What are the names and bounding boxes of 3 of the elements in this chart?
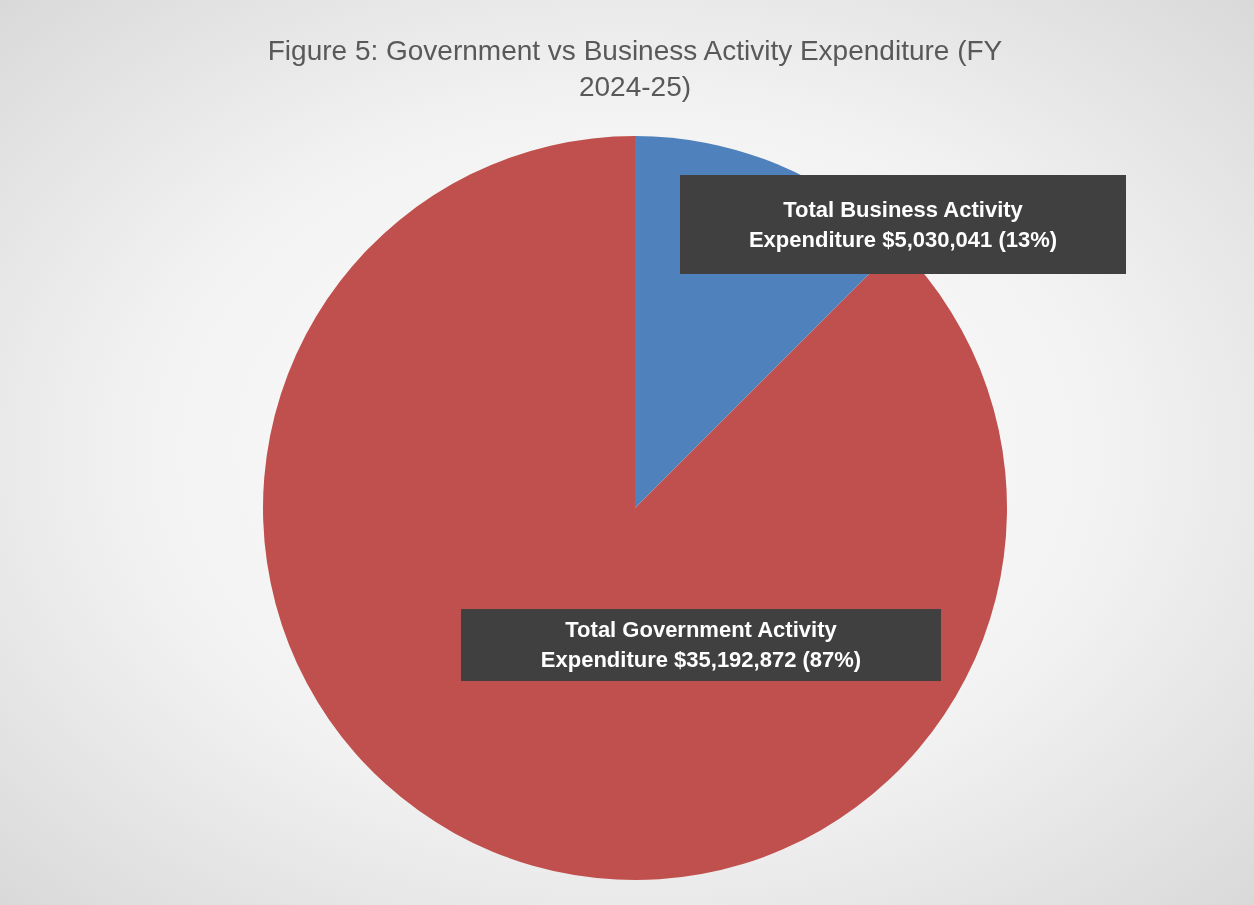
slice-label: Total Business Activity Expenditure $5,030,041 (13%)	[748, 196, 1058, 252]
chart-title: Figure 5: Government vs Business Activity Expenditure (FY 2024-25)	[267, 35, 1003, 102]
slice-label: Total Government Activity Expenditure $35,192,872 (87%)	[540, 617, 862, 672]
